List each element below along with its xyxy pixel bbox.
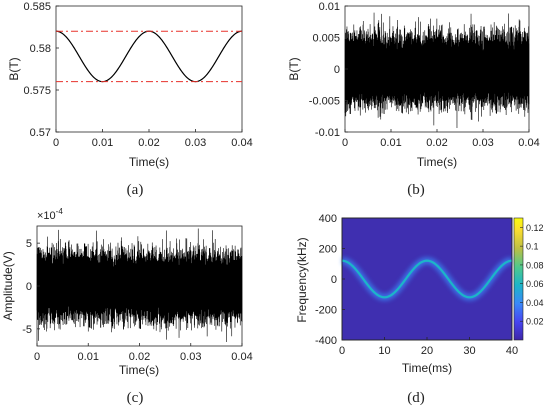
panel-a-marks <box>55 30 243 83</box>
panel-a-ticks: 0 0.01 0.02 0.03 0.04 0.57 0.575 0.58 0.585 <box>23 1 252 149</box>
panel-c-exponent: ×10-4 <box>37 207 63 222</box>
x-tick-label: 0.03 <box>185 137 206 149</box>
panel-c: 0 0.01 0.02 0.03 0.04 -5 0 5 ×10-4 Time(s) Ampl… <box>1 207 253 406</box>
y-tick-label: 0.01 <box>319 1 340 13</box>
series-noise <box>36 228 243 343</box>
panel-b-caption: (b) <box>407 182 425 198</box>
x-tick-label: 0 <box>339 345 345 357</box>
y-tick-label: 0.005 <box>312 33 340 45</box>
panel-d-ticks: 0 10 20 30 40 -400 -200 0 200 400 <box>315 213 518 357</box>
panel-b-ticks: 0 0.01 0.02 0.03 0.04 -0.01 -0.005 0 0.005 0.01 <box>309 1 540 149</box>
y-tick-label: 0.58 <box>30 43 51 55</box>
panel-a-caption: (a) <box>127 182 144 198</box>
panel-c-caption: (c) <box>127 390 144 406</box>
x-tick-label: 0 <box>34 351 40 363</box>
x-tick-label: 0.04 <box>231 351 252 363</box>
x-tick-label: 0.02 <box>129 351 150 363</box>
y-tick-label: 200 <box>319 244 337 256</box>
y-tick-label: 400 <box>319 213 337 225</box>
x-tick-label: 20 <box>421 345 433 357</box>
y-tick-label: 0 <box>331 274 337 286</box>
x-tick-label: 0 <box>342 137 348 149</box>
colorbar-tick-label: 0.04 <box>526 298 544 308</box>
x-tick-label: 0.02 <box>426 137 447 149</box>
y-tick-label: 5 <box>26 238 32 250</box>
panel-a-xlabel: Time(s) <box>129 155 169 169</box>
panel-b: 0 0.01 0.02 0.03 0.04 -0.01 -0.005 0 0.005 0.01 T… <box>287 1 540 198</box>
x-tick-label: 0.04 <box>231 137 252 149</box>
x-tick-label: 0.01 <box>380 137 401 149</box>
x-tick-label: 30 <box>463 345 475 357</box>
y-tick-label: -0.005 <box>309 96 340 108</box>
x-tick-label: 0.01 <box>92 137 113 149</box>
colorbar-ticks: 0.02 0.04 0.06 0.08 0.1 0.12 <box>520 223 544 327</box>
y-tick-label: 0.585 <box>23 1 51 13</box>
y-tick-label: 0.575 <box>23 85 51 97</box>
panel-d-xlabel: Time(ms) <box>402 361 452 375</box>
x-tick-label: 0.02 <box>138 137 159 149</box>
series-noise <box>344 12 530 128</box>
spectral-ridge <box>341 259 513 299</box>
panel-b-ylabel: B(T) <box>287 57 301 80</box>
colorbar-tick-label: 0.08 <box>526 260 544 270</box>
panel-d-marks <box>341 257 513 301</box>
panel-b-marks <box>344 12 530 128</box>
x-tick-label: 0.03 <box>472 137 493 149</box>
y-tick-label: -5 <box>22 324 32 336</box>
x-tick-label: 0.04 <box>518 137 539 149</box>
colorbar <box>513 217 524 341</box>
panel-a: 0 0.01 0.02 0.03 0.04 0.57 0.575 0.58 0.585 Time… <box>7 1 253 198</box>
x-tick-label: 0.01 <box>78 351 99 363</box>
y-tick-label: -400 <box>315 335 337 347</box>
y-tick-label: -200 <box>315 305 337 317</box>
y-tick-label: 0 <box>26 281 32 293</box>
colorbar-tick-label: 0.12 <box>526 223 544 233</box>
colorbar-tick-label: 0.02 <box>526 317 544 327</box>
panel-c-exponent-power: -4 <box>56 207 64 216</box>
colorbar-tick-label: 0.06 <box>526 279 544 289</box>
panel-c-xlabel: Time(s) <box>119 363 159 377</box>
panel-a-ylabel: B(T) <box>7 57 21 80</box>
panel-c-ticks: 0 0.01 0.02 0.03 0.04 -5 0 5 <box>22 238 252 363</box>
y-tick-label: 0.57 <box>30 127 51 139</box>
panel-c-marks <box>36 228 243 343</box>
panel-c-exponent-base: ×10 <box>37 210 56 222</box>
y-tick-label: -0.01 <box>315 127 340 139</box>
panel-c-ylabel: Amplitude(V) <box>1 251 15 320</box>
x-tick-label: 0.03 <box>180 351 201 363</box>
panel-b-xlabel: Time(s) <box>417 155 457 169</box>
panel-d-ylabel: Frequency(kHz) <box>295 237 309 322</box>
x-tick-label: 40 <box>506 345 518 357</box>
x-tick-label: 0 <box>53 137 59 149</box>
x-tick-label: 10 <box>378 345 390 357</box>
panel-a-plot-area <box>55 5 243 133</box>
panel-d-heatmap-background <box>341 217 513 341</box>
y-tick-label: 0 <box>334 64 340 76</box>
panel-d-caption: (d) <box>407 390 425 406</box>
colorbar-tick-label: 0.1 <box>526 242 539 252</box>
